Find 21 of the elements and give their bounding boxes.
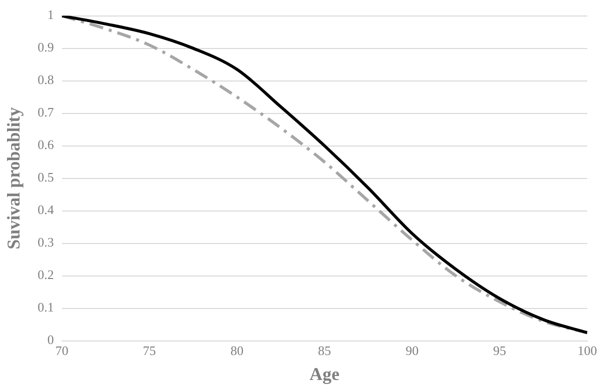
- x-tick-label: 95: [493, 343, 506, 358]
- y-tick-label: 0.2: [38, 267, 54, 282]
- y-tick-label: 0.8: [38, 72, 54, 88]
- y-tick-label: 0.4: [38, 202, 54, 218]
- x-tick-label: 75: [142, 343, 156, 358]
- x-tick-label: 80: [230, 343, 244, 358]
- y-tick-label: 0.7: [38, 104, 54, 120]
- x-axis-title: Age: [310, 364, 340, 384]
- y-tick-label: 0.5: [38, 170, 54, 185]
- x-tick-label: 100: [578, 343, 597, 358]
- x-tick-label: 70: [55, 343, 68, 358]
- line-series: [62, 16, 588, 334]
- x-tick-label: 90: [406, 343, 419, 358]
- y-tick-label: 0: [47, 332, 54, 348]
- y-tick-label: 1: [47, 7, 54, 22]
- y-tick-label: 0.1: [38, 300, 54, 315]
- y-tick-label: 0.3: [38, 234, 54, 250]
- y-tick-label: 0.9: [38, 40, 54, 55]
- y-tick-label: 0.6: [38, 137, 54, 152]
- x-tick-label: 85: [318, 343, 332, 358]
- y-axis-title: Suvival probablity: [3, 107, 24, 250]
